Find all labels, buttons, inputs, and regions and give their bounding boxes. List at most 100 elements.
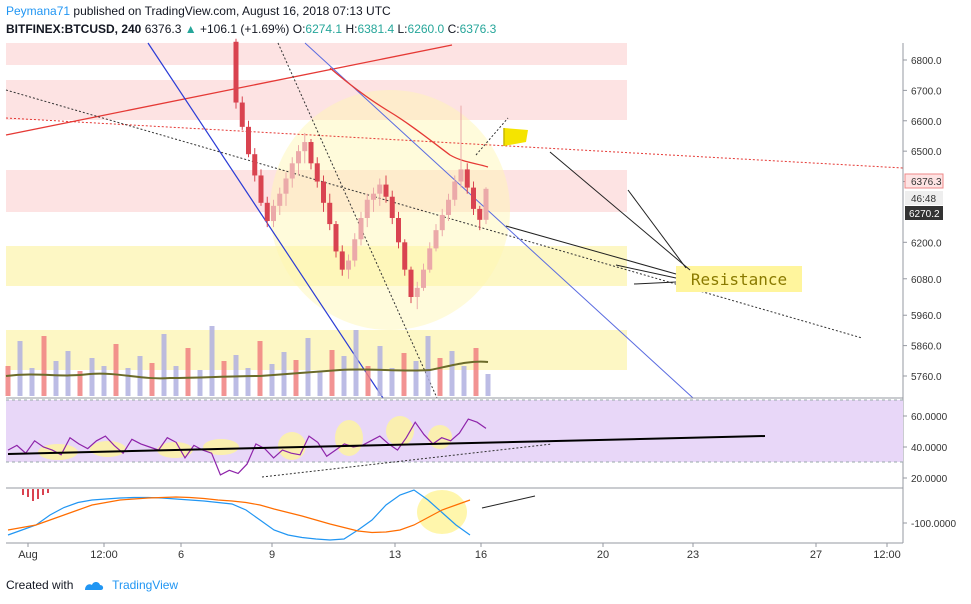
volume-bar xyxy=(149,363,155,396)
volume-bar xyxy=(413,361,419,396)
resistance-label: Resistance xyxy=(691,270,787,289)
candle-body[interactable] xyxy=(402,242,408,270)
volume-bar xyxy=(317,371,323,396)
candle-body[interactable] xyxy=(408,269,414,297)
author-link[interactable]: Peymana71 xyxy=(6,4,71,18)
published-text: published on TradingView.com, August 16,… xyxy=(73,4,391,18)
candle-body[interactable] xyxy=(483,188,489,220)
time-tick-label: 16 xyxy=(475,549,487,561)
candle-body[interactable] xyxy=(339,251,345,270)
symbol-label[interactable]: BITFINEX:BTCUSD, 240 xyxy=(6,22,142,36)
candle-body[interactable] xyxy=(283,178,289,194)
resistance-annotation-box[interactable] xyxy=(676,266,802,292)
support-zone-2 xyxy=(6,330,627,370)
volume-bar xyxy=(137,356,143,396)
candle-body[interactable] xyxy=(383,184,389,197)
time-tick-label: 9 xyxy=(269,549,275,561)
rsi-line xyxy=(7,418,487,476)
trendline-black-dotted[interactable] xyxy=(5,89,863,339)
candle-body[interactable] xyxy=(477,208,483,220)
candle-body[interactable] xyxy=(308,142,314,164)
candle-body[interactable] xyxy=(377,184,383,194)
projection-line[interactable] xyxy=(475,117,509,156)
trendline-red-dotted[interactable] xyxy=(5,117,904,169)
volume-bar xyxy=(173,366,179,396)
countdown-tag-text: 46:48 xyxy=(911,194,936,205)
open-value: 6274.1 xyxy=(305,22,343,36)
candle-body[interactable] xyxy=(302,142,308,152)
rsi-trendline[interactable] xyxy=(7,435,766,455)
volume-bar xyxy=(209,326,215,396)
macd-signal-line xyxy=(7,496,471,534)
candle-body[interactable] xyxy=(427,248,433,270)
trendline-dotted-steep[interactable] xyxy=(277,42,438,399)
footer: Created with TradingView xyxy=(6,578,178,593)
last-price-tag xyxy=(904,173,944,189)
volume-bar xyxy=(41,336,47,396)
volume-bar xyxy=(425,336,431,396)
volume-bar xyxy=(341,356,347,396)
candle-body[interactable] xyxy=(471,187,476,209)
crosshair-price-tag-text: 6270.2 xyxy=(909,209,940,220)
volume-bar xyxy=(77,371,83,396)
candle-body[interactable] xyxy=(333,224,339,252)
up-arrow-icon: ▲ xyxy=(184,22,197,36)
candle-body[interactable] xyxy=(446,199,451,215)
volume-bar xyxy=(113,344,119,396)
volume-bar xyxy=(65,351,71,396)
volume-bar xyxy=(89,358,95,396)
volume-bar xyxy=(101,366,107,396)
price-tick-label: 5760.0 xyxy=(911,372,942,383)
price-axis[interactable] xyxy=(903,43,971,543)
candle-body[interactable] xyxy=(264,202,270,222)
candle-body[interactable] xyxy=(327,202,333,225)
candle-body[interactable] xyxy=(277,193,283,206)
last-price: 6376.3 xyxy=(144,22,182,36)
rsi-tick-label: 20.0000 xyxy=(911,474,948,485)
candle-body[interactable] xyxy=(252,154,258,176)
trendline-red[interactable] xyxy=(5,44,453,136)
volume-bar xyxy=(293,360,299,396)
rsi-band xyxy=(6,400,903,462)
candle-body[interactable] xyxy=(464,169,470,188)
candle-body[interactable] xyxy=(458,169,464,182)
volume-bar xyxy=(461,366,467,396)
candle-body[interactable] xyxy=(433,230,439,249)
candle-body[interactable] xyxy=(452,181,458,200)
candle-body[interactable] xyxy=(271,205,276,222)
volume-bar xyxy=(365,366,371,396)
candle-body[interactable] xyxy=(289,163,295,179)
candle-body[interactable] xyxy=(258,175,264,203)
candle-body[interactable] xyxy=(246,126,251,155)
volume-bar xyxy=(245,368,251,396)
candle-body[interactable] xyxy=(239,102,245,127)
volume-bar xyxy=(401,353,407,396)
candle-body[interactable] xyxy=(321,181,326,203)
candle-body[interactable] xyxy=(389,196,395,218)
low-label: L: xyxy=(397,22,408,36)
candle-body[interactable] xyxy=(346,260,351,270)
time-tick-label: 6 xyxy=(178,549,184,561)
candle-body[interactable] xyxy=(421,269,426,288)
rsi-dotted-trendline[interactable] xyxy=(261,443,553,478)
candle-body[interactable] xyxy=(364,199,370,218)
time-axis-ticks[interactable]: Aug 12:00 6 9 13 16 20 23 27 12:00 xyxy=(18,543,901,561)
candles-group[interactable] xyxy=(233,38,489,310)
candle-body[interactable] xyxy=(414,287,420,297)
last-price-tag-text: 6376.3 xyxy=(911,177,942,188)
candle-body[interactable] xyxy=(396,218,401,243)
candle-body[interactable] xyxy=(371,193,376,200)
candle-body[interactable] xyxy=(439,214,445,231)
candle-body[interactable] xyxy=(233,41,239,103)
tradingview-brand-link[interactable]: TradingView xyxy=(112,578,179,592)
candle-body[interactable] xyxy=(314,163,320,182)
candle-body[interactable] xyxy=(352,239,358,261)
price-tick-label: 5960.0 xyxy=(911,311,942,322)
close-label: C: xyxy=(447,22,460,36)
time-tick-label: 12:00 xyxy=(873,549,901,561)
candle-body[interactable] xyxy=(358,218,364,240)
candle-body[interactable] xyxy=(296,151,301,164)
tradingview-logo-icon[interactable] xyxy=(83,579,105,593)
trendline-blue-2[interactable] xyxy=(304,42,694,399)
